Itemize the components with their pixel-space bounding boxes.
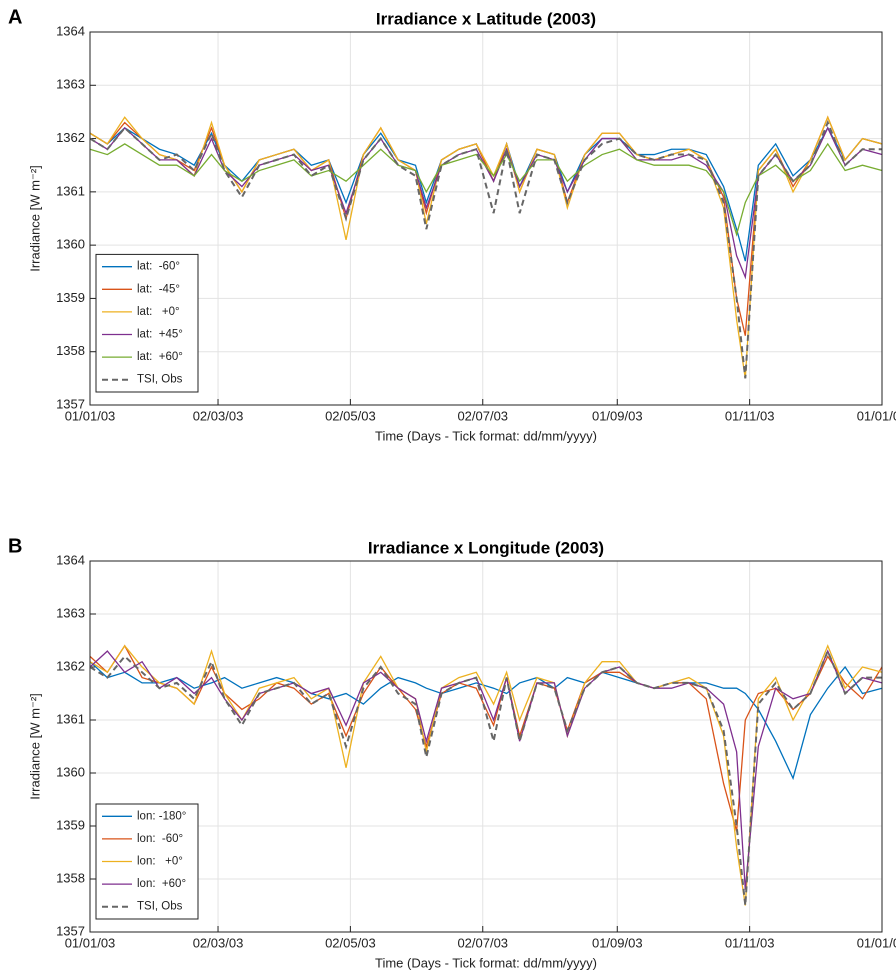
legend-label: lat: -45° xyxy=(137,283,180,295)
y-tick-label: 1357 xyxy=(56,396,85,411)
x-axis-label: Time (Days - Tick format: dd/mm/yyyy) xyxy=(375,428,597,443)
x-tick-label: 02/03/03 xyxy=(193,408,244,423)
y-tick-label: 1363 xyxy=(56,77,85,92)
x-tick-label: 02/05/03 xyxy=(325,935,376,950)
panel-label: B xyxy=(8,535,22,557)
x-tick-label: 01/01/04 xyxy=(857,408,896,423)
y-tick-label: 1360 xyxy=(56,237,85,252)
plot-area xyxy=(90,561,882,932)
y-tick-label: 1361 xyxy=(56,711,85,726)
legend-label: lat: +60° xyxy=(137,351,183,363)
y-tick-label: 1364 xyxy=(56,552,85,567)
legend-label: lon: +60° xyxy=(137,878,186,890)
x-tick-label: 01/01/04 xyxy=(857,935,896,950)
series-line xyxy=(89,661,883,781)
x-tick-label: 01/11/03 xyxy=(725,408,775,423)
x-tick-label: 01/01/03 xyxy=(65,408,116,423)
legend-label: lon: -180° xyxy=(137,810,186,822)
legend-label: TSI, Obs xyxy=(137,374,183,386)
series-line xyxy=(89,142,883,237)
x-tick-label: 01/09/03 xyxy=(592,935,643,950)
x-tick-label: 02/07/03 xyxy=(457,935,508,950)
legend-label: TSI, Obs xyxy=(137,901,183,913)
y-tick-label: 1362 xyxy=(56,130,85,145)
x-tick-label: 02/05/03 xyxy=(325,408,376,423)
chart-title: Irradiance x Longitude (2003) xyxy=(368,538,604,557)
series-line xyxy=(89,649,883,890)
legend-label: lon: +0° xyxy=(137,856,183,868)
y-tick-label: 1360 xyxy=(56,764,85,779)
x-tick-label: 01/11/03 xyxy=(725,935,775,950)
y-tick-label: 1361 xyxy=(56,183,85,198)
legend-label: lat: +45° xyxy=(137,329,183,341)
legend-label: lat: -60° xyxy=(137,261,180,273)
x-tick-label: 01/01/03 xyxy=(65,935,116,950)
y-tick-label: 1362 xyxy=(56,658,85,673)
plot-frame xyxy=(89,31,883,406)
legend-label: lat: +0° xyxy=(137,306,180,318)
y-tick-label: 1364 xyxy=(56,23,85,38)
series-line xyxy=(89,119,882,379)
legend-label: lon: -60° xyxy=(137,833,183,845)
y-tick-label: 1359 xyxy=(56,290,85,305)
y-tick-label: 1357 xyxy=(56,923,85,938)
y-tick-label: 1359 xyxy=(56,817,85,832)
panel-label: A xyxy=(8,6,22,28)
y-axis-label: Irradiance [W m⁻²] xyxy=(27,165,42,272)
y-axis-label: Irradiance [W m⁻²] xyxy=(27,693,42,800)
x-tick-label: 01/09/03 xyxy=(592,408,643,423)
x-tick-label: 02/07/03 xyxy=(457,408,508,423)
y-tick-label: 1358 xyxy=(56,870,85,885)
chart-title: Irradiance x Latitude (2003) xyxy=(376,9,596,28)
y-tick-label: 1363 xyxy=(56,605,85,620)
plot-frame xyxy=(89,560,883,933)
plot-area xyxy=(90,32,882,405)
y-tick-label: 1358 xyxy=(56,343,85,358)
legend-box xyxy=(95,253,199,393)
x-axis-label: Time (Days - Tick format: dd/mm/yyyy) xyxy=(375,955,597,970)
series-line xyxy=(89,644,883,906)
x-tick-label: 02/03/03 xyxy=(193,935,244,950)
